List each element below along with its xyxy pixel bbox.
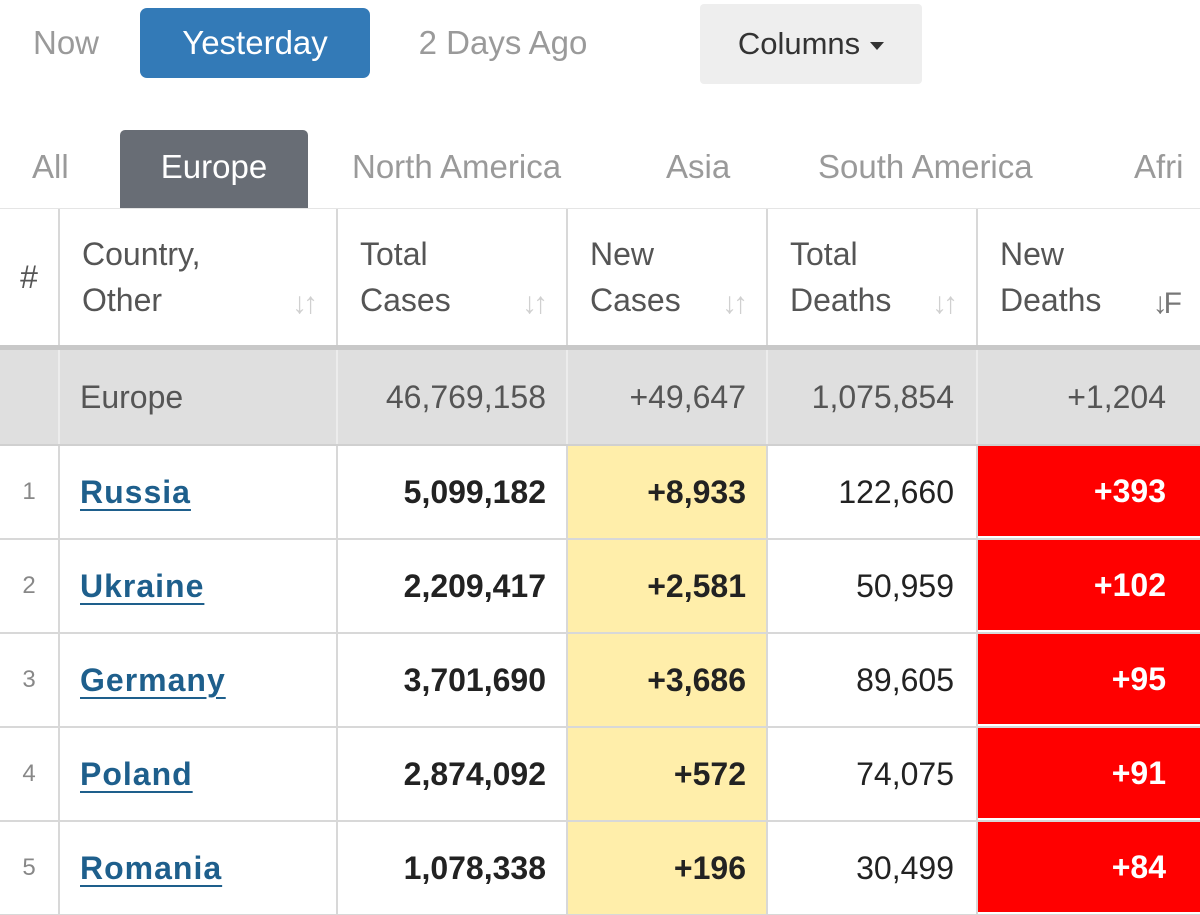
row-new-cases: +3,686 bbox=[568, 634, 768, 726]
row-num: 4 bbox=[0, 728, 60, 820]
row-total-deaths: 50,959 bbox=[768, 540, 978, 632]
sort-arrows-icon[interactable]: ↓↑ bbox=[932, 287, 958, 320]
row-new-deaths: +393 bbox=[978, 446, 1200, 538]
row-new-deaths: +95 bbox=[978, 634, 1200, 726]
header-total-deaths[interactable]: Total Deaths ↓↑ bbox=[768, 209, 978, 345]
row-country: Germany bbox=[60, 634, 338, 726]
row-new-cases: +196 bbox=[568, 822, 768, 914]
row-new-cases: +572 bbox=[568, 728, 768, 820]
country-link[interactable]: Russia bbox=[80, 473, 191, 510]
header-num-label: # bbox=[20, 259, 38, 295]
tab-africa[interactable]: Afri bbox=[1134, 148, 1184, 185]
tab-all[interactable]: All bbox=[32, 148, 69, 185]
row-num: 2 bbox=[0, 540, 60, 632]
row-new-deaths: +102 bbox=[978, 540, 1200, 632]
row-country: Ukraine bbox=[60, 540, 338, 632]
row-total-deaths: 122,660 bbox=[768, 446, 978, 538]
header-new-deaths-line1: New bbox=[1000, 236, 1065, 272]
table-row: 5 Romania 1,078,338 +196 30,499 +84 bbox=[0, 822, 1200, 915]
caret-down-icon bbox=[870, 42, 885, 50]
tab-north-america[interactable]: North America bbox=[352, 148, 562, 185]
header-num[interactable]: # bbox=[0, 209, 60, 345]
row-country: Romania bbox=[60, 822, 338, 914]
row-country: Russia bbox=[60, 446, 338, 538]
header-new-deaths-line2: Deaths bbox=[1000, 282, 1102, 318]
row-new-deaths: +91 bbox=[978, 728, 1200, 820]
total-num bbox=[0, 350, 60, 444]
header-total-deaths-line2: Deaths bbox=[790, 282, 892, 318]
row-total-cases: 1,078,338 bbox=[338, 822, 568, 914]
total-total-cases: 46,769,158 bbox=[338, 350, 568, 444]
header-total-cases-line1: Total bbox=[360, 236, 428, 272]
country-link[interactable]: Germany bbox=[80, 661, 226, 698]
row-total-deaths: 74,075 bbox=[768, 728, 978, 820]
columns-dropdown-button[interactable]: Columns bbox=[700, 4, 922, 84]
row-total-cases: 3,701,690 bbox=[338, 634, 568, 726]
header-country[interactable]: Country, Other ↓↑ bbox=[60, 209, 338, 345]
row-new-cases: +2,581 bbox=[568, 540, 768, 632]
header-new-cases-line2: Cases bbox=[590, 282, 681, 318]
row-new-cases: +8,933 bbox=[568, 446, 768, 538]
table-row: 3 Germany 3,701,690 +3,686 89,605 +95 bbox=[0, 634, 1200, 728]
time-filter-bar: Now Yesterday 2 Days Ago Columns bbox=[0, 0, 1200, 100]
tab-asia[interactable]: Asia bbox=[666, 148, 731, 185]
row-new-deaths: +84 bbox=[978, 822, 1200, 914]
country-link[interactable]: Romania bbox=[80, 849, 223, 886]
total-new-deaths: +1,204 bbox=[1067, 378, 1166, 415]
country-link[interactable]: Poland bbox=[80, 755, 193, 792]
table-header-row: # Country, Other ↓↑ Total Cases ↓↑ New C… bbox=[0, 208, 1200, 350]
columns-label: Columns bbox=[737, 26, 861, 61]
row-total-cases: 5,099,182 bbox=[338, 446, 568, 538]
header-new-cases-line1: New bbox=[590, 236, 655, 272]
time-yesterday-button[interactable]: Yesterday bbox=[140, 8, 370, 78]
country-link[interactable]: Ukraine bbox=[80, 567, 205, 604]
header-total-cases-line2: Cases bbox=[360, 282, 451, 318]
row-num: 1 bbox=[0, 446, 60, 538]
total-total-deaths: 1,075,854 bbox=[768, 350, 978, 444]
row-total-cases: 2,874,092 bbox=[338, 728, 568, 820]
table-row: 2 Ukraine 2,209,417 +2,581 50,959 +102 bbox=[0, 540, 1200, 634]
header-country-line2: Other bbox=[82, 282, 163, 318]
time-2-days-ago-button[interactable]: 2 Days Ago bbox=[418, 24, 588, 61]
header-new-deaths[interactable]: New Deaths ↓F bbox=[978, 209, 1200, 345]
row-num: 3 bbox=[0, 634, 60, 726]
time-now-button[interactable]: Now bbox=[32, 24, 100, 61]
region-tabs: All Europe North America Asia South Amer… bbox=[0, 130, 1200, 208]
total-country: Europe bbox=[60, 350, 338, 444]
row-total-deaths: 89,605 bbox=[768, 634, 978, 726]
sort-arrows-icon[interactable]: ↓↑ bbox=[522, 287, 548, 320]
tab-south-america[interactable]: South America bbox=[818, 148, 1033, 185]
row-num: 5 bbox=[0, 822, 60, 914]
header-new-cases[interactable]: New Cases ↓↑ bbox=[568, 209, 768, 345]
header-total-deaths-line1: Total bbox=[790, 236, 858, 272]
header-country-line1: Country, bbox=[82, 236, 201, 272]
sort-arrows-icon[interactable]: ↓↑ bbox=[292, 287, 318, 320]
region-total-row: Europe 46,769,158 +49,647 1,075,854 +1,2… bbox=[0, 350, 1200, 446]
sort-descending-icon[interactable]: ↓F bbox=[1152, 287, 1182, 320]
tab-europe[interactable]: Europe bbox=[120, 130, 308, 208]
header-total-cases[interactable]: Total Cases ↓↑ bbox=[338, 209, 568, 345]
row-country: Poland bbox=[60, 728, 338, 820]
table-row: 4 Poland 2,874,092 +572 74,075 +91 bbox=[0, 728, 1200, 822]
sort-arrows-icon[interactable]: ↓↑ bbox=[722, 287, 748, 320]
row-total-deaths: 30,499 bbox=[768, 822, 978, 914]
total-new-cases: +49,647 bbox=[568, 350, 768, 444]
row-total-cases: 2,209,417 bbox=[338, 540, 568, 632]
table-row: 1 Russia 5,099,182 +8,933 122,660 +393 bbox=[0, 446, 1200, 540]
